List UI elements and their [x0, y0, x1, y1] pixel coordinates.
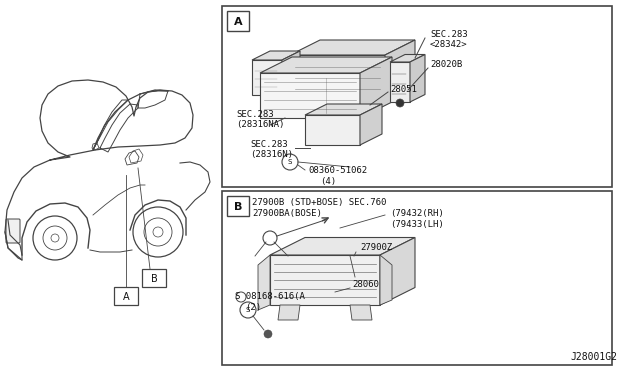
- Circle shape: [396, 99, 404, 107]
- FancyBboxPatch shape: [6, 219, 20, 243]
- Text: 28060: 28060: [352, 280, 379, 289]
- Text: (4): (4): [320, 177, 336, 186]
- Polygon shape: [252, 51, 300, 60]
- Text: (28316NA): (28316NA): [236, 120, 284, 129]
- Polygon shape: [380, 237, 415, 305]
- Text: 08360-51062: 08360-51062: [308, 166, 367, 175]
- Text: (79432(RH): (79432(RH): [390, 209, 444, 218]
- Text: 27900BA(BOSE): 27900BA(BOSE): [252, 209, 322, 218]
- Polygon shape: [390, 62, 410, 102]
- Text: SEC.283: SEC.283: [236, 110, 274, 119]
- Polygon shape: [270, 237, 415, 255]
- Text: A: A: [123, 292, 129, 302]
- Polygon shape: [390, 55, 425, 62]
- Text: 27900B (STD+BOSE) SEC.760: 27900B (STD+BOSE) SEC.760: [252, 198, 387, 207]
- Polygon shape: [260, 73, 360, 118]
- Polygon shape: [380, 255, 392, 305]
- FancyBboxPatch shape: [222, 6, 612, 187]
- Polygon shape: [278, 305, 300, 320]
- Text: J28001G2: J28001G2: [570, 352, 617, 362]
- Polygon shape: [350, 305, 372, 320]
- Polygon shape: [360, 57, 392, 118]
- Text: 28020B: 28020B: [430, 60, 462, 69]
- Text: SEC.283: SEC.283: [250, 140, 287, 149]
- Text: S 08168-616(A: S 08168-616(A: [235, 292, 305, 301]
- Polygon shape: [290, 40, 415, 55]
- Text: 28051: 28051: [390, 85, 417, 94]
- Polygon shape: [305, 115, 360, 145]
- Polygon shape: [410, 55, 425, 102]
- Text: (79433(LH): (79433(LH): [390, 220, 444, 229]
- Circle shape: [264, 330, 272, 338]
- FancyBboxPatch shape: [222, 191, 612, 365]
- Polygon shape: [290, 55, 385, 100]
- Polygon shape: [252, 60, 282, 95]
- Circle shape: [346, 248, 354, 256]
- Text: S: S: [288, 159, 292, 165]
- Polygon shape: [305, 104, 382, 115]
- FancyBboxPatch shape: [114, 287, 138, 305]
- Polygon shape: [282, 51, 300, 95]
- Polygon shape: [258, 255, 270, 310]
- Polygon shape: [385, 40, 415, 100]
- Text: S: S: [246, 307, 250, 313]
- Text: B: B: [234, 202, 242, 212]
- FancyBboxPatch shape: [227, 11, 249, 31]
- Text: <28342>: <28342>: [430, 40, 468, 49]
- Polygon shape: [260, 57, 392, 73]
- Text: B: B: [150, 274, 157, 284]
- Text: SEC.283: SEC.283: [430, 30, 468, 39]
- Polygon shape: [360, 104, 382, 145]
- Text: A: A: [234, 17, 243, 27]
- Polygon shape: [270, 255, 380, 305]
- FancyBboxPatch shape: [142, 269, 166, 287]
- Text: (2): (2): [245, 303, 261, 312]
- Text: 27900Z: 27900Z: [360, 243, 392, 252]
- Text: (28316N): (28316N): [250, 150, 293, 159]
- FancyBboxPatch shape: [227, 196, 249, 216]
